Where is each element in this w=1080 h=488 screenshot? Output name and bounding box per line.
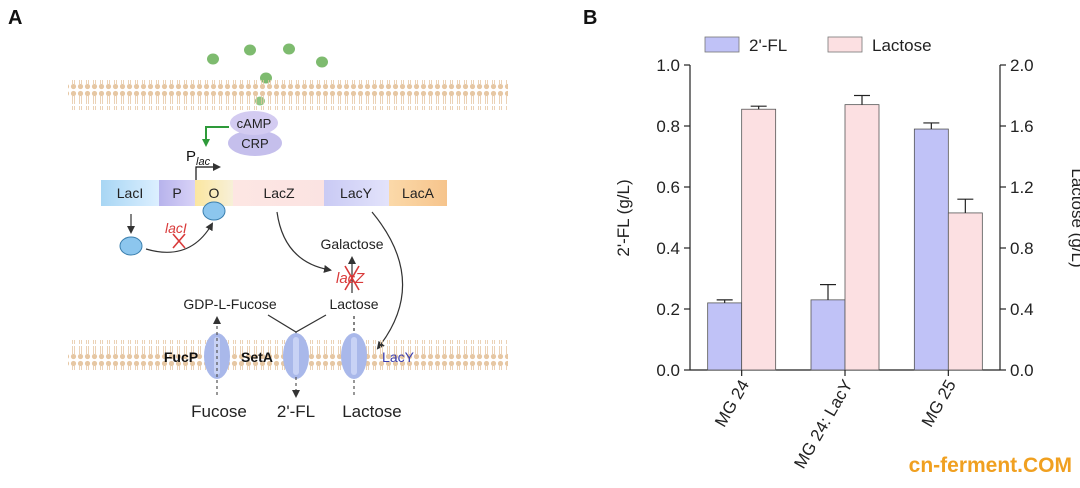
panel-a: A cAMP CRP Plac (8, 7, 508, 421)
crp-label: CRP (241, 136, 268, 151)
bar-lactose (844, 104, 880, 371)
bar-2fl (913, 128, 949, 371)
fl-label: 2'-FL (277, 402, 315, 421)
seta-label: SetA (241, 349, 273, 365)
lacy-expression-arrow (371, 211, 404, 350)
promoter-label: Plac (186, 148, 211, 168)
category-label: MG 24: LacY (790, 377, 856, 472)
bar-2fl (810, 299, 846, 371)
lactose-inner-label: Lactose (329, 296, 378, 312)
left-ticks: 0.0 0.2 0.4 0.6 0.8 1.0 (656, 56, 690, 380)
left-tick-label: 0.2 (656, 300, 680, 319)
bars (707, 94, 983, 371)
operon-text: LacA (402, 185, 435, 201)
operon-text: LacY (340, 185, 373, 201)
laci-deletion-label: lacI (165, 220, 187, 236)
molecule-dot (283, 43, 295, 55)
operon-P (159, 180, 195, 206)
camp-crp-complex: cAMP CRP (228, 111, 282, 156)
molecule-dot (207, 53, 219, 65)
operon-text: O (209, 185, 220, 201)
left-tick-label: 0.8 (656, 117, 680, 136)
molecule-dot (316, 56, 328, 68)
lactose-outer-label: Lactose (342, 402, 402, 421)
operon-text: LacI (117, 185, 143, 201)
activation-arrow (202, 126, 229, 147)
lacz-deletion-label: lacZ (336, 270, 365, 287)
camp-label: cAMP (237, 116, 272, 131)
right-tick-label: 0.4 (1010, 300, 1034, 319)
left-tick-label: 0.0 (656, 361, 680, 380)
right-axis-label: Lactose (g/L) (1068, 168, 1080, 267)
legend-swatch-lactose (827, 36, 863, 53)
bar-2fl (707, 302, 743, 371)
promoter-sub: lac (196, 156, 211, 168)
right-tick-label: 1.2 (1010, 178, 1034, 197)
panel-b: B 2'-FL Lactose 0.00.20.40.60.81.0 0.00.… (583, 7, 1080, 472)
galactose-label: Galactose (320, 236, 383, 252)
legend-label-2fl: 2'-FL (749, 36, 787, 55)
right-tick-label: 2.0 (1010, 56, 1034, 75)
watermark: cn-ferment.COM (909, 454, 1072, 477)
left-tick-label: 0.4 (656, 239, 680, 258)
lacy-transporter (341, 333, 367, 379)
lacz-deletion-cross (344, 265, 360, 291)
repressor-on-operator (202, 201, 226, 221)
category-label: MG 25 (918, 377, 960, 431)
repressor-binding-arrow (145, 222, 214, 253)
operon-lacZ (233, 180, 324, 206)
promoter-main: P (186, 148, 196, 165)
bar-lactose (741, 108, 777, 371)
molecule-dot (244, 44, 256, 56)
operon-lacA (389, 180, 447, 206)
fucose-label: Fucose (191, 402, 247, 421)
right-tick-label: 0.0 (1010, 361, 1034, 380)
lacy-label: LacY (382, 349, 415, 365)
category-label: MG 24 (711, 377, 753, 431)
operon-lacY (324, 180, 389, 206)
repressor-protein (119, 236, 143, 256)
panel-b-label: B (583, 7, 597, 29)
bar-lactose (947, 212, 983, 371)
transcription-start-arrow (195, 163, 221, 180)
right-ticks: 0.0 0.4 0.8 1.2 1.6 2.0 (1000, 56, 1034, 380)
operon-lacI (101, 180, 159, 206)
right-tick-label: 0.8 (1010, 239, 1034, 258)
operon-text: LacZ (263, 185, 295, 201)
top-membrane (68, 80, 508, 110)
laci-deletion-cross (172, 233, 186, 249)
left-tick-label: 1.0 (656, 56, 680, 75)
fucp-label: FucP (164, 349, 198, 365)
left-axis-label: 2'-FL (g/L) (614, 179, 633, 256)
lacz-action-arrow (276, 211, 332, 273)
panel-a-label: A (8, 7, 22, 29)
operon-text: P (172, 185, 181, 201)
gdp-fucose-label: GDP-L-Fucose (183, 296, 277, 312)
right-tick-label: 1.6 (1010, 117, 1034, 136)
legend: 2'-FL Lactose (704, 36, 932, 55)
legend-label-lactose: Lactose (872, 36, 932, 55)
seta-transporter (283, 333, 309, 379)
legend-swatch-2fl (704, 36, 740, 53)
lac-operon: LacI P O LacZ LacY LacA (101, 180, 447, 206)
left-tick-label: 0.6 (656, 178, 680, 197)
